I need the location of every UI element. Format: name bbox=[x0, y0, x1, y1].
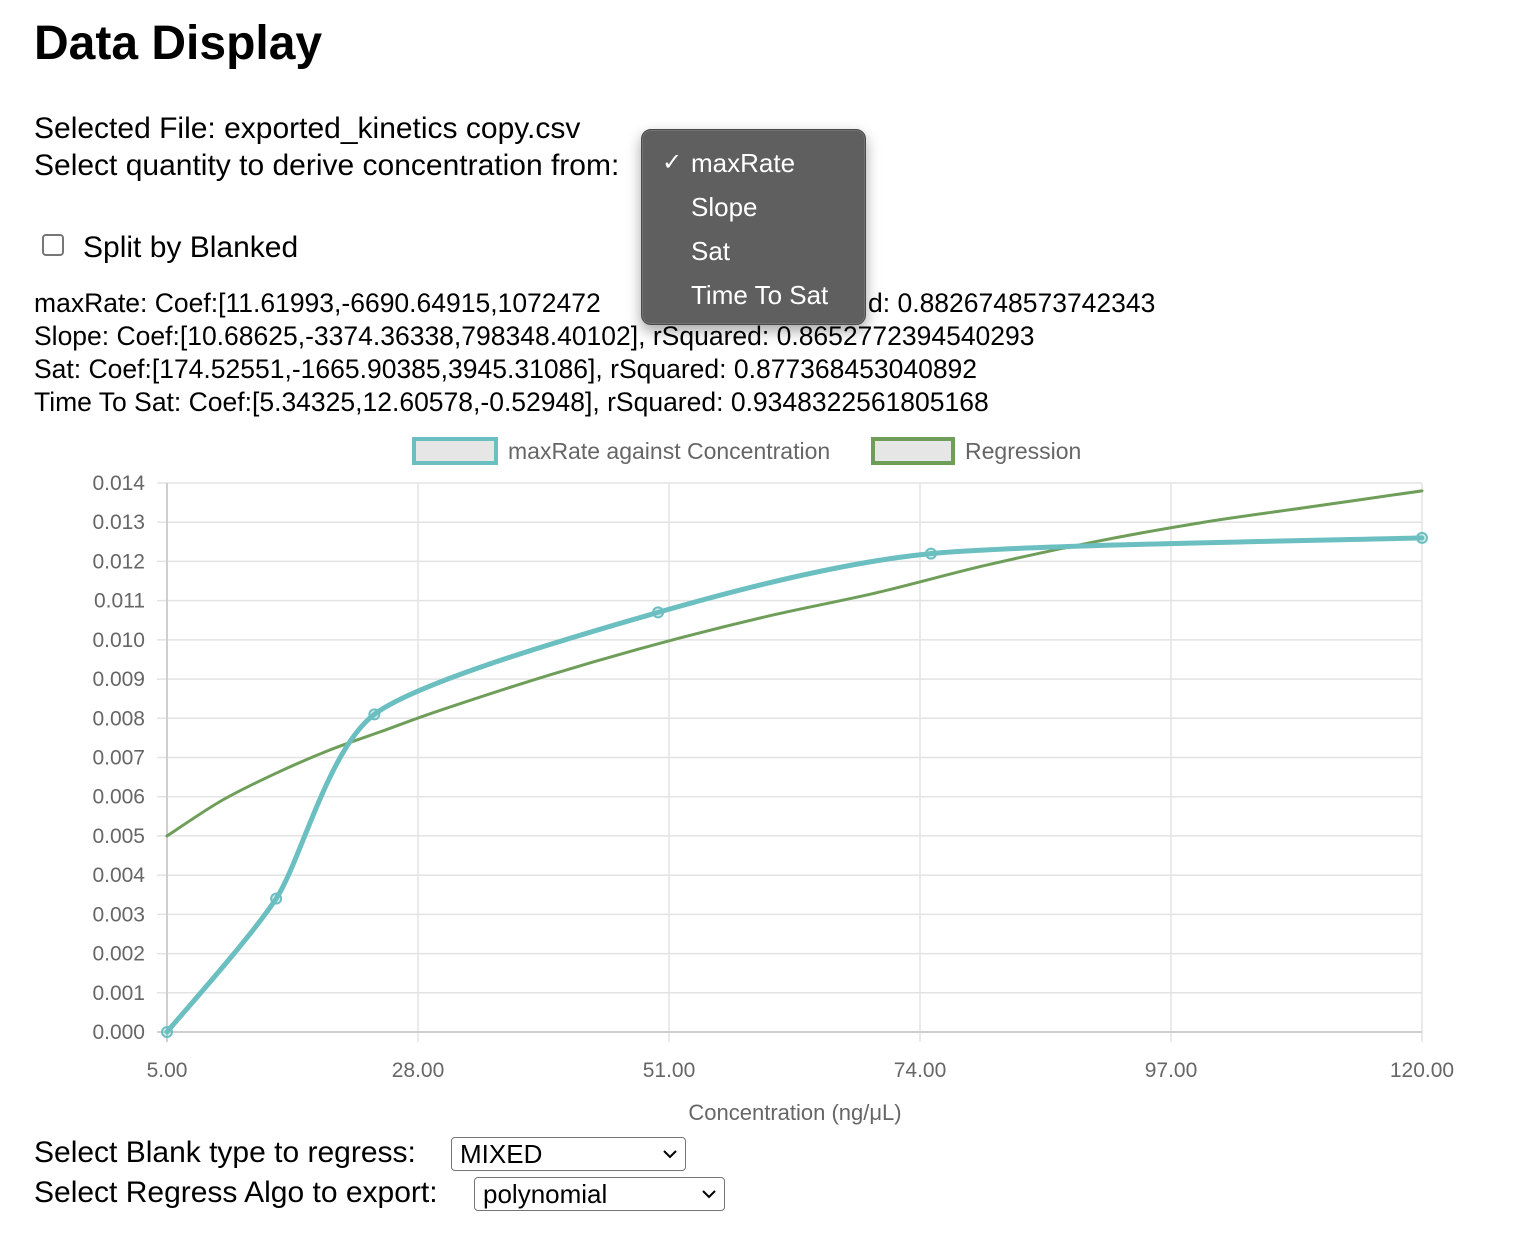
legend-swatch bbox=[871, 437, 955, 465]
blank-type-value: MIXED bbox=[460, 1139, 543, 1169]
legend-item-maxrate: maxRate against Concentration bbox=[412, 437, 830, 465]
page-title: Data Display bbox=[34, 17, 323, 70]
split-by-blanked-label: Split by Blanked bbox=[83, 231, 299, 264]
y-tick-label: 0.010 bbox=[92, 629, 145, 652]
y-tick-label: 0.013 bbox=[92, 511, 145, 534]
quantity-dropdown-menu[interactable]: ✓ maxRate Slope Sat Time To Sat bbox=[641, 129, 866, 325]
blank-type-select[interactable]: MIXED bbox=[451, 1137, 686, 1171]
data-point bbox=[270, 892, 283, 905]
menu-item-time-to-sat[interactable]: Time To Sat bbox=[691, 280, 829, 310]
stats-line-slope: Slope: Coef:[10.68625,-3374.36338,798348… bbox=[34, 321, 1035, 351]
x-axis-label: Concentration (ng/μL) bbox=[688, 1100, 901, 1125]
stats-line-maxrate-tail: d: 0.8826748573742343 bbox=[868, 288, 1156, 318]
regress-algo-label: Select Regress Algo to export: bbox=[34, 1176, 438, 1209]
menu-item-sat[interactable]: Sat bbox=[691, 236, 731, 266]
x-tick-label: 51.00 bbox=[643, 1059, 696, 1082]
split-by-blanked-checkbox[interactable] bbox=[42, 234, 64, 256]
x-tick-label: 28.00 bbox=[392, 1059, 445, 1082]
legend-label: Regression bbox=[965, 438, 1081, 464]
y-tick-label: 0.008 bbox=[92, 707, 145, 730]
selected-file-label: Selected File: exported_kinetics copy.cs… bbox=[34, 112, 581, 145]
y-tick-label: 0.003 bbox=[92, 903, 145, 926]
regress-algo-value: polynomial bbox=[483, 1179, 608, 1209]
x-tick-label: 74.00 bbox=[894, 1059, 947, 1082]
chart-grid bbox=[157, 482, 1423, 1042]
y-tick-label: 0.014 bbox=[92, 472, 145, 495]
menu-item-slope[interactable]: Slope bbox=[691, 192, 758, 222]
chart: 0.000 0.001 0.002 0.003 0.004 0.005 0.006 0.007… bbox=[92, 437, 1455, 1125]
chevron-down-icon bbox=[663, 1150, 677, 1159]
chevron-down-icon bbox=[702, 1190, 716, 1199]
quantity-select-label: Select quantity to derive concentration … bbox=[34, 149, 620, 182]
series-line-maxrate bbox=[164, 535, 1425, 1035]
chart-legend: maxRate against Concentration Regression bbox=[412, 437, 1081, 465]
check-icon: ✓ bbox=[662, 149, 683, 176]
y-tick-label: 0.012 bbox=[92, 550, 145, 573]
y-tick-label: 0.009 bbox=[92, 668, 145, 691]
y-tick-label: 0.006 bbox=[92, 786, 145, 809]
data-point bbox=[161, 1026, 173, 1038]
data-point bbox=[1416, 531, 1428, 544]
legend-swatch bbox=[412, 437, 498, 465]
legend-item-regression: Regression bbox=[871, 437, 1081, 465]
y-tick-label: 0.000 bbox=[92, 1021, 145, 1044]
x-tick-label: 120.00 bbox=[1390, 1059, 1454, 1082]
x-tick-label: 97.00 bbox=[1145, 1059, 1198, 1082]
x-tick-labels: 5.00 28.00 51.00 74.00 97.00 120.00 bbox=[147, 1059, 1455, 1082]
chart-series bbox=[161, 489, 1428, 1038]
stats-line-sat: Sat: Coef:[174.52551,-1665.90385,3945.31… bbox=[34, 354, 978, 384]
x-tick-label: 5.00 bbox=[147, 1059, 188, 1082]
y-tick-labels: 0.000 0.001 0.002 0.003 0.004 0.005 0.006 0.007… bbox=[92, 472, 145, 1044]
y-tick-label: 0.007 bbox=[92, 747, 145, 770]
y-tick-label: 0.011 bbox=[94, 590, 145, 613]
y-tick-label: 0.002 bbox=[92, 943, 145, 966]
data-point bbox=[652, 606, 665, 619]
data-point bbox=[924, 547, 937, 560]
legend-label: maxRate against Concentration bbox=[508, 438, 830, 464]
blank-type-label: Select Blank type to regress: bbox=[34, 1136, 416, 1169]
stats-line-maxrate: maxRate: Coef:[11.61993,-6690.64915,1072… bbox=[34, 287, 601, 320]
stats-line-time-to-sat: Time To Sat: Coef:[5.34325,12.60578,-0.5… bbox=[34, 387, 989, 417]
y-tick-label: 0.005 bbox=[92, 825, 145, 848]
menu-item-maxrate[interactable]: ✓ maxRate bbox=[642, 143, 865, 183]
series-line-regression bbox=[165, 489, 1424, 838]
stats-maxrate-text: maxRate: Coef:[11.61993,-6690.64915,1072… bbox=[34, 288, 601, 318]
regress-algo-select[interactable]: polynomial bbox=[474, 1177, 725, 1211]
y-tick-label: 0.001 bbox=[92, 982, 145, 1005]
data-point bbox=[368, 708, 381, 721]
y-tick-label: 0.004 bbox=[92, 864, 145, 887]
